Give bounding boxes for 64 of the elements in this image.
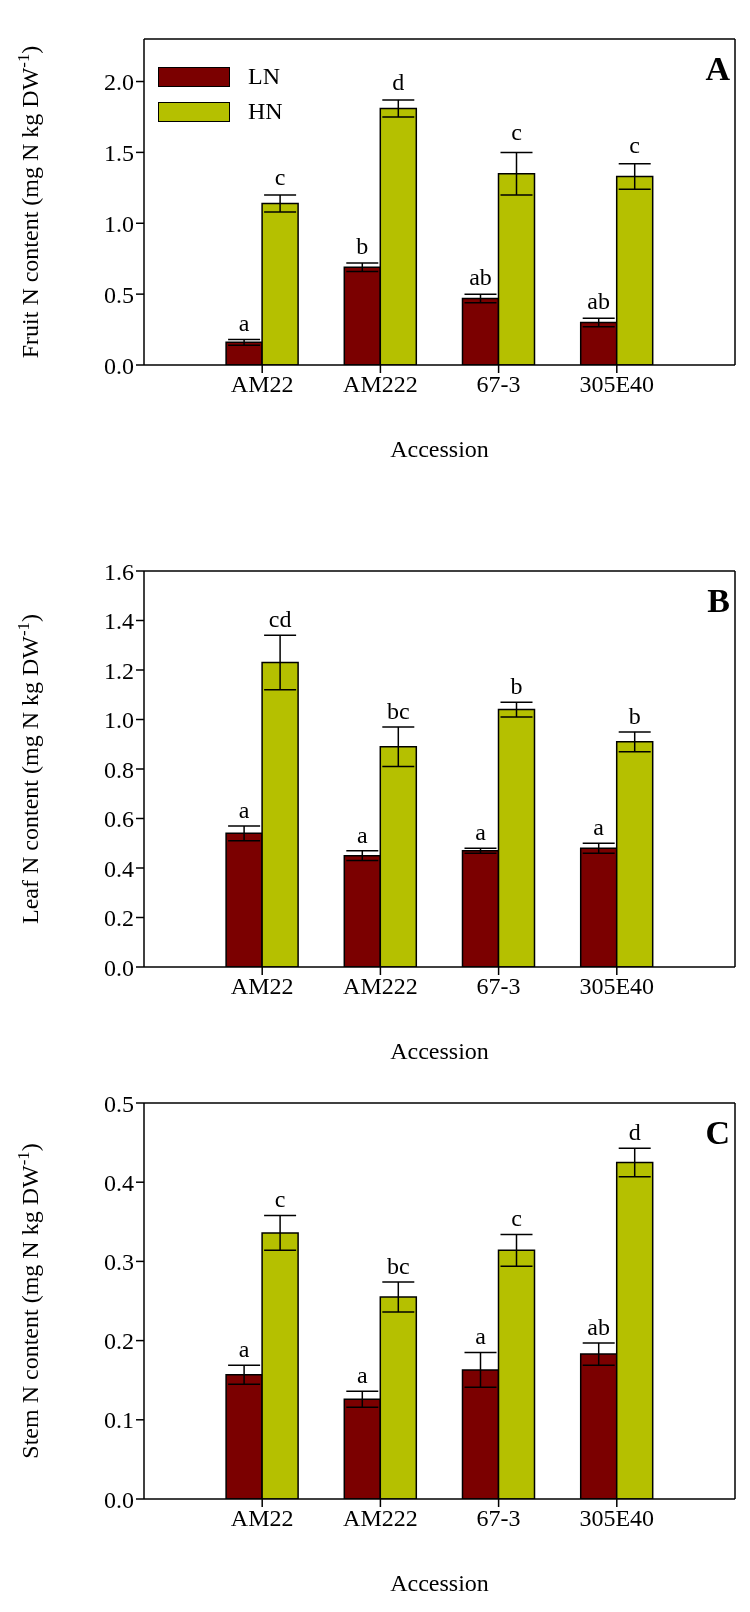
y-tick-label: 2.0 bbox=[104, 69, 134, 96]
x-axis-title: Accession bbox=[390, 1038, 489, 1064]
data-label: a bbox=[238, 1336, 250, 1363]
y-tick-label: 0.0 bbox=[104, 1486, 134, 1513]
data-label: a bbox=[475, 819, 487, 846]
x-tick-label: 67-3 bbox=[476, 1505, 521, 1532]
y-tick-label: 0.4 bbox=[104, 1169, 134, 1196]
data-label: c bbox=[511, 118, 522, 145]
x-axis-title: Accession bbox=[390, 436, 489, 462]
x-tick-label: AM22 bbox=[230, 973, 294, 1000]
y-tick-label: 0.1 bbox=[104, 1407, 134, 1434]
y-tick-label: 0.2 bbox=[104, 905, 134, 932]
data-label: a bbox=[238, 796, 250, 823]
x-tick-label: 305E40 bbox=[579, 1505, 655, 1532]
y-tick-label: 1.0 bbox=[104, 210, 134, 237]
legend-label: HN bbox=[248, 98, 283, 125]
y-tick-label: 0.5 bbox=[104, 281, 134, 308]
y-tick-label: 1.6 bbox=[104, 558, 134, 585]
x-tick-label: 305E40 bbox=[579, 371, 655, 398]
x-axis-title: Accession bbox=[390, 1570, 489, 1596]
data-label: a bbox=[356, 1362, 368, 1389]
data-label: b bbox=[628, 702, 641, 729]
data-label: bc bbox=[386, 697, 410, 724]
y-tick-label: 0.8 bbox=[104, 756, 134, 783]
chart-title: C bbox=[705, 1114, 730, 1152]
y-tick-label: 1.4 bbox=[104, 608, 134, 635]
data-label: c bbox=[274, 164, 286, 191]
data-label: a bbox=[593, 814, 605, 841]
x-tick-label: AM22 bbox=[230, 1505, 294, 1532]
chart-title: B bbox=[707, 582, 730, 620]
data-label: b bbox=[510, 673, 523, 700]
x-tick-label: AM222 bbox=[343, 973, 418, 1000]
legend-label: LN bbox=[248, 63, 280, 90]
x-tick-label: AM22 bbox=[230, 371, 294, 398]
data-label: d bbox=[628, 1119, 641, 1146]
data-label: cd bbox=[268, 606, 292, 633]
data-label: c bbox=[629, 131, 641, 158]
data-label: a bbox=[356, 821, 368, 848]
data-label: c bbox=[274, 1186, 286, 1213]
data-label: a bbox=[475, 1323, 487, 1350]
y-tick-label: 1.0 bbox=[104, 707, 134, 734]
data-label: b bbox=[356, 233, 369, 260]
data-label: ab bbox=[469, 264, 492, 291]
chart-title: A bbox=[705, 50, 730, 88]
x-tick-label: AM222 bbox=[343, 1505, 418, 1532]
y-tick-label: 0.4 bbox=[104, 855, 134, 882]
x-tick-label: AM222 bbox=[343, 371, 418, 398]
data-label: c bbox=[511, 1205, 522, 1232]
y-tick-label: 0.0 bbox=[104, 954, 134, 981]
y-tick-label: 0.2 bbox=[104, 1328, 134, 1355]
y-tick-label: 1.2 bbox=[104, 657, 134, 684]
y-tick-label: 0.5 bbox=[104, 1090, 134, 1117]
x-tick-label: 305E40 bbox=[579, 973, 655, 1000]
data-label: a bbox=[238, 309, 250, 336]
x-tick-label: 67-3 bbox=[476, 371, 521, 398]
data-label: d bbox=[392, 69, 405, 96]
data-label: ab bbox=[587, 1313, 611, 1340]
y-tick-label: 0.0 bbox=[104, 352, 134, 379]
data-label: ab bbox=[587, 288, 611, 315]
y-tick-label: 0.3 bbox=[104, 1248, 134, 1275]
x-tick-label: 67-3 bbox=[476, 973, 521, 1000]
y-tick-label: 1.5 bbox=[104, 139, 134, 166]
y-tick-label: 0.6 bbox=[104, 806, 134, 833]
data-label: bc bbox=[386, 1252, 410, 1279]
